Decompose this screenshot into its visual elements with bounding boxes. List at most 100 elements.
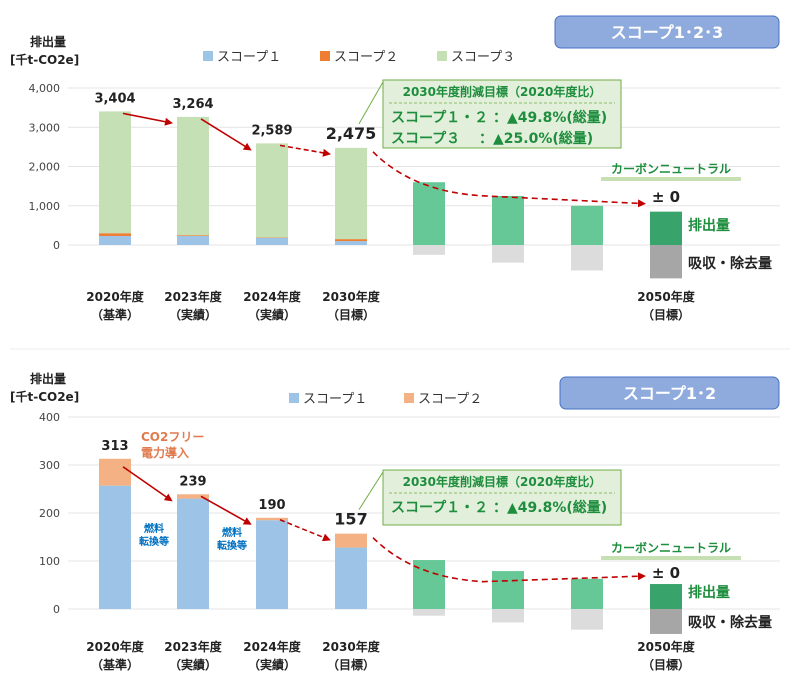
total-label: 157	[334, 510, 367, 529]
bar-segment	[177, 235, 209, 245]
x-label-sub: （目標）	[327, 307, 375, 322]
y-tick-label: 200	[39, 507, 60, 520]
x-label: 2050年度	[637, 639, 695, 654]
x-label-sub: （基準）	[91, 657, 139, 672]
removal-label: 吸収・除去量	[688, 255, 772, 272]
legend-item: スコープ１	[217, 50, 281, 65]
bar-segment	[256, 520, 288, 609]
future-emission-bar	[571, 578, 603, 609]
removal-bar	[413, 609, 445, 616]
x-label-sub: （目標）	[642, 307, 690, 322]
total-label: 190	[258, 498, 285, 513]
total-label: 2,475	[326, 124, 377, 143]
fuel-switch-annotation: 転換等	[217, 539, 247, 552]
x-label-sub: （目標）	[327, 657, 375, 672]
reduction-path	[372, 537, 646, 583]
y-tick-label: 100	[39, 555, 60, 568]
removal-bar	[650, 245, 682, 279]
bar-segment	[99, 485, 131, 609]
trend-arrow-dashed	[279, 519, 331, 542]
scope-badge	[559, 376, 780, 410]
x-label: 2020年度	[86, 639, 144, 654]
callout-line: スコープ１・２ ：▲49.8%(総量)	[391, 499, 607, 516]
x-label-sub: （基準）	[91, 307, 139, 322]
x-label: 2050年度	[637, 289, 695, 304]
callout-pointer	[358, 81, 384, 125]
x-label-sub: （実績）	[169, 657, 217, 672]
callout-pointer	[358, 471, 384, 510]
y-tick-label: 4,000	[29, 82, 61, 95]
target-callout	[382, 469, 622, 526]
future-emission-bar	[571, 205, 603, 245]
emission-label: 排出量	[688, 584, 730, 601]
bar-segment	[335, 241, 367, 245]
legend-swatch	[289, 393, 299, 403]
reduction-path	[372, 151, 646, 208]
removal-bar	[650, 609, 682, 634]
removal-bar	[571, 609, 603, 630]
bar-segment	[99, 235, 131, 245]
legend-swatch	[437, 51, 447, 61]
net-zero-label: ± 0	[652, 188, 680, 206]
scope-badge-label: スコープ1･2	[623, 384, 716, 403]
removal-bar	[571, 245, 603, 271]
trend-arrow-dashed	[279, 144, 331, 157]
bar-segment	[177, 235, 209, 236]
removal-label: 吸収・除去量	[688, 614, 772, 631]
trend-arrow	[200, 118, 252, 151]
net-zero-label: ± 0	[652, 564, 680, 582]
bar-segment	[177, 494, 209, 499]
y-tick-label: 0	[53, 239, 60, 252]
bar-segment	[335, 239, 367, 242]
y-axis-unit: 排出量	[30, 34, 66, 49]
x-label-sub: （実績）	[248, 307, 296, 322]
x-label: 2030年度	[322, 289, 380, 304]
removal-bar	[413, 245, 445, 255]
bar-segment	[99, 233, 131, 236]
removal-bar	[492, 245, 524, 263]
bar-segment	[177, 116, 209, 236]
legend-swatch	[320, 51, 330, 61]
x-label-sub: （目標）	[642, 657, 690, 672]
x-label-sub: （実績）	[248, 657, 296, 672]
total-label: 3,264	[172, 97, 213, 112]
y-tick-label: 300	[39, 459, 60, 472]
callout-line: スコープ３ ：▲25.0%(総量)	[391, 130, 593, 147]
x-label: 2023年度	[164, 639, 222, 654]
fuel-switch-annotation: 燃料	[222, 526, 242, 539]
trend-arrow	[200, 495, 252, 525]
co2-free-annotation: 電力導入	[141, 445, 189, 460]
bar-segment	[256, 143, 288, 238]
future-emission-bar	[492, 195, 524, 245]
future-emission-bar	[413, 182, 445, 245]
callout-title: 2030年度削減目標（2020年度比）	[403, 84, 602, 99]
target-callout	[382, 79, 622, 149]
x-label: 2020年度	[86, 289, 144, 304]
legend-swatch	[404, 393, 414, 403]
bar-segment	[335, 547, 367, 609]
y-tick-label: 1,000	[29, 200, 61, 213]
x-label: 2023年度	[164, 289, 222, 304]
bar-segment	[335, 533, 367, 548]
co2-free-annotation: CO2フリー	[141, 430, 204, 444]
y-axis-unit: 排出量	[30, 371, 66, 386]
scope-badge	[554, 15, 780, 49]
future-emission-bar	[650, 584, 682, 609]
y-tick-label: 3,000	[29, 121, 61, 134]
legend-item: スコープ２	[418, 392, 482, 407]
carbon-neutral-underline	[601, 177, 741, 181]
y-tick-label: 0	[53, 603, 60, 616]
total-label: 313	[101, 439, 128, 454]
carbon-neutral-label: カーボンニュートラル	[611, 540, 731, 555]
emission-label: 排出量	[688, 217, 730, 234]
carbon-neutral-label: カーボンニュートラル	[611, 161, 731, 176]
fuel-switch-annotation: 燃料	[144, 522, 164, 535]
total-label: 3,404	[94, 91, 135, 106]
bar-segment	[335, 147, 367, 240]
bar-segment	[177, 498, 209, 609]
trend-arrow	[122, 112, 173, 126]
x-label-sub: （実績）	[169, 307, 217, 322]
callout-title: 2030年度削減目標（2020年度比）	[403, 474, 602, 489]
